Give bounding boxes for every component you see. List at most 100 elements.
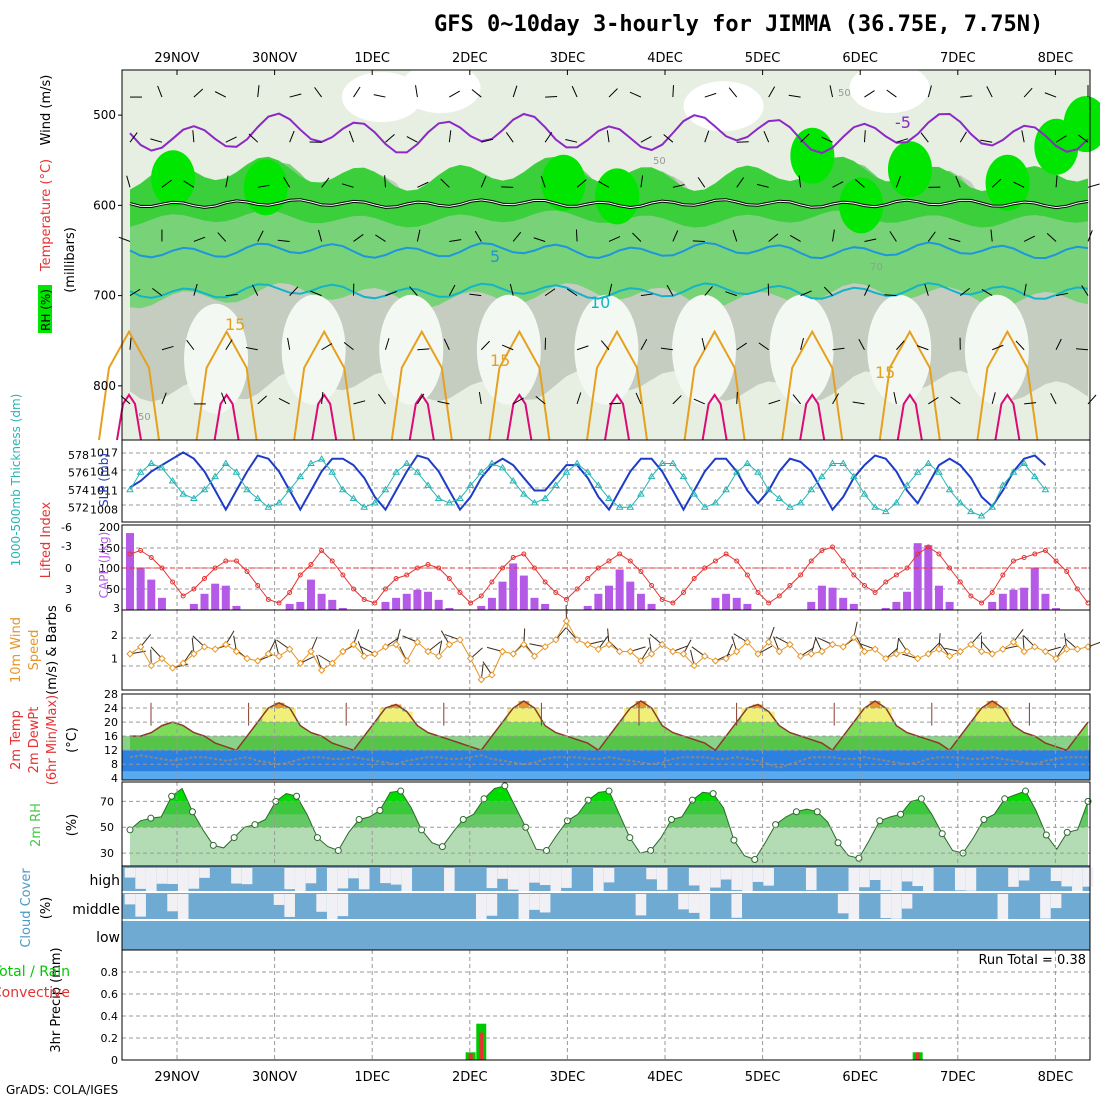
wind10m-marker (488, 671, 496, 679)
li-marker (319, 548, 325, 553)
cloud-high-cell (1050, 868, 1062, 882)
cloud-high-cell (1072, 868, 1083, 892)
thickness-marker (562, 468, 571, 475)
thickness-marker (360, 503, 369, 510)
rh2m-marker (1042, 831, 1050, 839)
cloud-high-cell (124, 868, 136, 878)
wind10m-marker (126, 650, 134, 658)
thickness-marker (509, 477, 518, 484)
isotherm-15 (390, 329, 453, 441)
wind-barb (864, 284, 870, 296)
cloud-high-cell (401, 868, 413, 892)
thickness-tick: 578 (68, 449, 89, 462)
isotherm-15 (488, 329, 551, 441)
cloud-high-cell (284, 868, 295, 890)
contour-label: 50 (138, 412, 151, 423)
cape-bar (317, 593, 326, 610)
temp2m-warm-cap (390, 704, 403, 723)
thickness-marker (317, 455, 326, 462)
precip-tick: 0.8 (101, 966, 119, 979)
li-marker (851, 572, 857, 578)
rh2m-marker (605, 787, 613, 795)
wind10m-marker (530, 652, 539, 660)
isotherm-15 (976, 329, 1039, 441)
wind-barb (448, 284, 456, 296)
li-marker (563, 597, 569, 602)
precip-tick: 0.6 (101, 988, 119, 1001)
wind10m-marker (722, 654, 730, 663)
rh2m-marker (1063, 828, 1071, 836)
thickness-marker (221, 459, 230, 466)
cloud-high-cell (763, 868, 774, 886)
wind-barb (692, 240, 705, 242)
wind10m-marker (924, 650, 933, 658)
wind10m-barb (927, 642, 941, 655)
wind-barb (505, 132, 514, 143)
li-marker (457, 590, 463, 595)
wind10m-marker (466, 654, 475, 663)
wind10m-marker (754, 650, 762, 658)
wind-barb (214, 91, 227, 98)
wind-barb (1024, 402, 1037, 405)
li-marker (787, 583, 793, 588)
wind10m-marker (786, 640, 794, 649)
wind-barb (416, 229, 421, 242)
wind-barb (193, 236, 206, 242)
wind-barb (278, 398, 290, 405)
thickness-marker (158, 463, 166, 471)
wind-barb (886, 89, 897, 98)
thickness-marker (860, 490, 869, 497)
li-marker (595, 565, 601, 571)
page-title: GFS 0~10day 3-hourly for JIMMA (36.75E, … (434, 12, 1044, 37)
li-marker (468, 600, 474, 606)
cloud-high-cell (688, 868, 700, 886)
wind-barb (353, 234, 364, 242)
wind-barb (640, 339, 648, 350)
top-date-label: 8DEC (1038, 51, 1074, 66)
wind-barb (701, 337, 706, 350)
cloud-high-cell (231, 868, 242, 884)
bottom-date-label: 1DEC (354, 1070, 390, 1085)
cloud-high-cell (593, 868, 604, 892)
li-marker (979, 600, 985, 606)
contour-label: 15 (225, 315, 245, 334)
isotherm-20 (994, 393, 1021, 441)
cloud-high-cell (380, 868, 391, 884)
li-marker (808, 558, 814, 564)
li-marker (638, 569, 644, 574)
wind-label: Wind (m/s) (39, 75, 54, 146)
top-date-label: 1DEC (354, 51, 390, 66)
thickness-marker (998, 481, 1007, 488)
cloud-unit-label: (%) (39, 897, 54, 920)
cloud-high-cell (710, 868, 721, 888)
isotherm-20 (701, 393, 728, 441)
li-marker (404, 572, 410, 578)
bottom-date-label: 4DEC (647, 1070, 683, 1085)
wind10m-marker (200, 643, 209, 651)
wind-barb (225, 175, 229, 188)
wind-barb (225, 136, 237, 143)
li-marker (127, 551, 133, 557)
wind-barb (666, 284, 674, 296)
li-marker (372, 600, 378, 606)
wind-barb (1055, 338, 1062, 350)
cape-bar (200, 593, 209, 610)
thickness-marker (232, 468, 241, 475)
thickness-marker (754, 468, 762, 475)
thickness-marker (264, 503, 273, 510)
li-marker (819, 548, 825, 553)
wind-barb (321, 343, 333, 351)
top-date-label: 6DEC (842, 51, 878, 66)
wind-barb (916, 345, 929, 351)
cape-bar (1052, 607, 1061, 610)
cape-bar (328, 599, 337, 610)
temp2m-warm-cap (975, 708, 988, 723)
top-date-label: 29NOV (154, 51, 199, 66)
cape-bar (477, 605, 486, 610)
li-marker (510, 555, 516, 560)
temp2m-tick: 24 (104, 702, 118, 715)
cape-bar (541, 603, 550, 610)
cape-bar (530, 597, 539, 610)
temp2m-hot-cap (870, 701, 881, 709)
wind10m-marker (285, 645, 294, 653)
